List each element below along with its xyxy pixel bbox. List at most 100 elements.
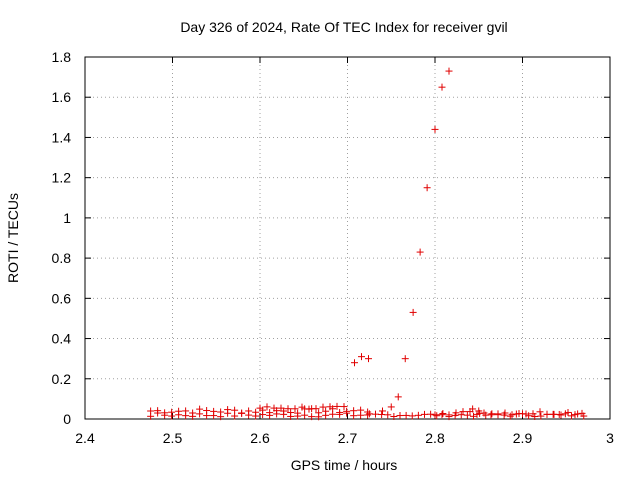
data-point [210,412,218,420]
data-point [445,67,453,75]
y-tick-label: 0.4 [52,331,72,347]
data-point [291,405,299,413]
data-point [475,407,483,415]
data-point [315,413,323,421]
y-tick-label: 0.6 [52,290,72,306]
data-point [301,411,309,419]
axis-ticks: 2.4 2.5 2.6 2.7 2.8 2.9 3 0 0.2 0.4 0.6 0.8 1 1.2 1.4 1… [52,49,615,446]
data-point [284,405,292,413]
y-tick-label: 0.8 [52,250,72,266]
data-point [480,409,488,417]
data-point [445,411,453,419]
data-point [154,409,162,417]
data-point [168,412,176,420]
data-point [568,412,575,420]
data-point [252,412,260,420]
data-point [245,411,253,419]
data-point [333,402,341,410]
data-point [294,412,302,420]
data-point [161,411,169,419]
data-point [543,410,551,418]
data-point [372,410,379,418]
data-point [459,408,467,416]
data-point [203,412,211,420]
data-point [217,413,225,421]
data-point [506,412,514,420]
data-point [536,408,544,416]
data-point [175,411,183,419]
data-point [259,411,267,419]
data-point [364,411,372,419]
data-point [578,409,586,417]
data-point [379,407,386,415]
data-point [350,412,358,420]
data-point [147,412,155,420]
data-point [394,393,402,401]
y-tick-label: 1 [63,210,71,226]
data-point [522,410,530,418]
data-point [196,410,204,418]
data-point [312,405,320,413]
data-point [494,410,502,418]
x-tick-label: 2.4 [75,430,95,446]
data-point [231,412,239,420]
data-point [387,403,395,411]
data-point [473,410,481,418]
data-point [557,411,565,419]
data-point [365,355,372,363]
data-point [529,410,537,418]
x-tick-label: 2.7 [338,430,358,446]
data-point [438,411,446,419]
y-tick-label: 1.2 [52,170,72,186]
x-axis-label: GPS time / hours [291,457,398,473]
data-point [287,412,295,420]
data-point [273,410,281,418]
x-tick-label: 2.6 [250,430,270,446]
y-tick-label: 0.2 [52,371,72,387]
data-point [266,411,274,419]
data-point [277,404,285,412]
chart-title: Day 326 of 2024, Rate Of TEC Index for r… [180,19,507,35]
y-axis-label: ROTI / TECUs [5,193,21,283]
data-point [433,412,441,420]
data-point [414,411,422,419]
data-point [508,411,516,419]
data-point [378,411,386,419]
x-tick-label: 2.8 [425,430,445,446]
data-point [423,184,431,192]
data-point [384,411,392,419]
data-point [501,409,509,417]
data-point [308,413,316,421]
data-point [270,404,278,412]
data-point [189,412,197,420]
y-tick-label: 1.4 [52,129,72,145]
data-point [401,355,409,363]
data-point [457,411,465,419]
data-point [256,404,264,412]
data-point [326,403,334,411]
data-point [427,410,435,418]
data-point [319,403,327,411]
data-point [408,412,416,420]
data-point [452,409,460,417]
data-point [438,83,446,91]
data-point [564,408,572,416]
data-point [340,403,348,411]
grid [85,57,610,419]
data-point [402,411,410,419]
data-point [469,405,477,413]
x-tick-label: 2.5 [163,430,183,446]
data-point [305,405,313,413]
x-tick-label: 3 [606,430,614,446]
y-tick-label: 1.8 [52,49,72,65]
data-point [329,410,337,418]
data-point [358,353,365,361]
data-point [182,412,190,420]
data-point [421,410,428,418]
data-point [336,410,344,418]
data-point [343,409,351,417]
data-point [488,410,496,418]
data-point [263,403,271,411]
data-point [298,403,306,411]
y-tick-label: 0 [63,411,71,427]
